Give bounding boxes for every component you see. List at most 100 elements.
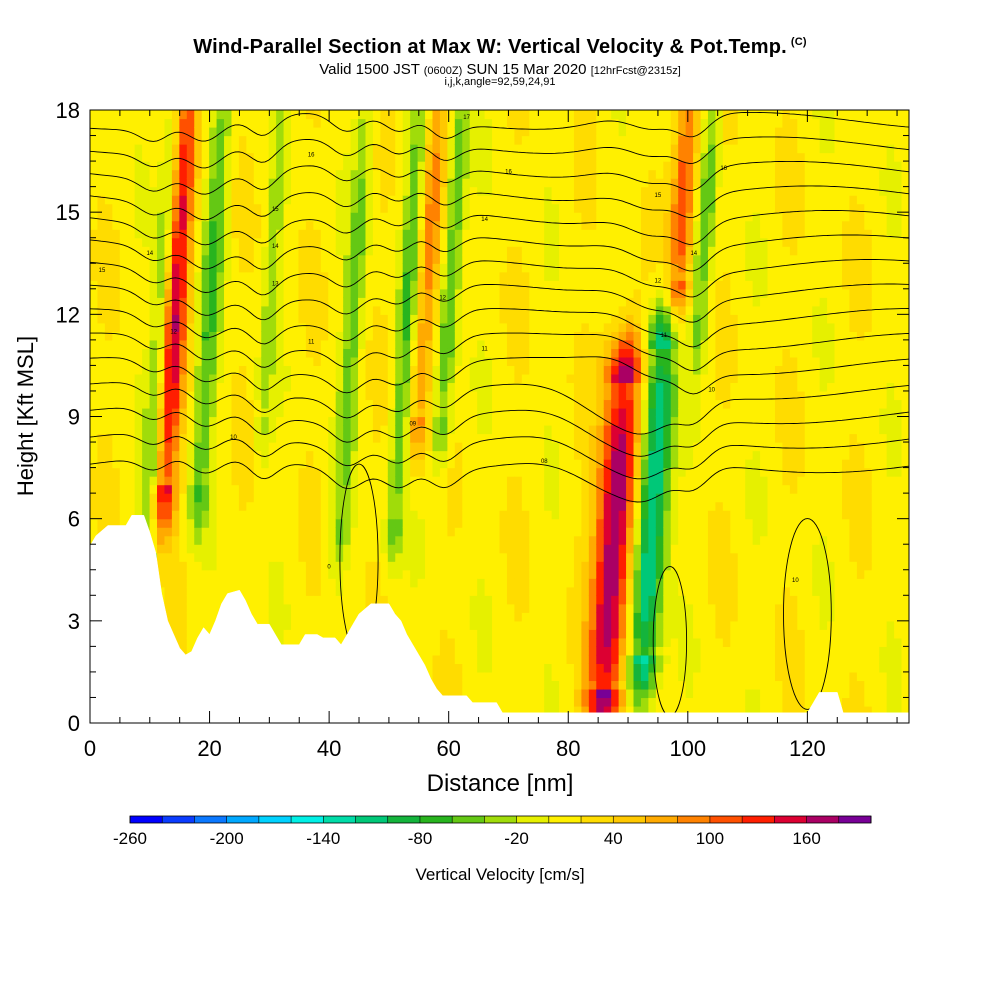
velocity-cell: [276, 578, 285, 588]
velocity-cell: [425, 493, 434, 503]
velocity-cell: [588, 569, 597, 579]
velocity-cell: [305, 629, 314, 639]
velocity-cell: [462, 612, 471, 622]
velocity-cell: [566, 186, 575, 196]
velocity-cell: [402, 169, 411, 179]
velocity-cell: [581, 331, 590, 341]
velocity-cell: [328, 569, 337, 579]
velocity-cell: [372, 578, 381, 588]
velocity-cell: [119, 314, 128, 324]
velocity-cell: [276, 527, 285, 537]
velocity-cell: [395, 356, 404, 367]
velocity-cell: [387, 220, 396, 230]
velocity-cell: [291, 178, 300, 188]
velocity-cell: [596, 229, 605, 239]
velocity-cell: [492, 237, 501, 247]
velocity-cell: [454, 476, 463, 486]
velocity-cell: [119, 339, 128, 349]
velocity-cell: [157, 144, 166, 154]
velocity-cell: [588, 561, 597, 571]
velocity-cell: [97, 263, 106, 273]
velocity-cell: [395, 203, 404, 213]
velocity-cell: [372, 178, 381, 188]
velocity-cell: [224, 186, 233, 196]
velocity-cell: [305, 493, 314, 503]
velocity-cell: [544, 152, 553, 162]
velocity-cell: [499, 603, 508, 613]
velocity-cell: [328, 237, 337, 247]
velocity-cell: [536, 612, 545, 622]
velocity-cell: [261, 271, 270, 281]
velocity-cell: [551, 237, 560, 247]
velocity-cell: [573, 297, 582, 307]
velocity-cell: [551, 595, 560, 605]
velocity-cell: [224, 382, 233, 392]
velocity-cell: [551, 331, 560, 341]
velocity-cell: [313, 110, 322, 120]
velocity-cell: [283, 603, 292, 613]
velocity-cell: [238, 220, 247, 230]
velocity-cell: [194, 578, 203, 588]
velocity-cell: [343, 586, 352, 596]
velocity-cell: [238, 433, 247, 443]
velocity-cell: [581, 535, 590, 545]
velocity-cell: [268, 603, 277, 613]
velocity-cell: [402, 246, 411, 256]
velocity-cell: [588, 501, 597, 511]
velocity-cell: [186, 339, 195, 349]
velocity-cell: [544, 322, 553, 332]
velocity-cell: [380, 186, 389, 196]
velocity-cell: [171, 305, 180, 315]
velocity-cell: [268, 280, 277, 290]
velocity-cell: [484, 425, 493, 435]
velocity-cell: [201, 152, 210, 162]
velocity-cell: [529, 186, 538, 196]
velocity-cell: [559, 246, 568, 256]
velocity-cell: [298, 578, 307, 588]
velocity-cell: [477, 373, 486, 384]
velocity-cell: [521, 348, 530, 358]
velocity-cell: [194, 237, 203, 247]
velocity-cell: [536, 535, 545, 545]
velocity-cell: [559, 407, 568, 418]
velocity-cell: [559, 459, 568, 469]
velocity-cell: [387, 459, 396, 469]
velocity-cell: [417, 527, 426, 537]
velocity-cell: [566, 195, 575, 205]
velocity-cell: [529, 161, 538, 171]
velocity-cell: [499, 203, 508, 213]
velocity-cell: [164, 203, 173, 213]
velocity-cell: [335, 356, 344, 367]
velocity-cell: [380, 331, 389, 341]
velocity-cell: [432, 612, 441, 622]
velocity-cell: [477, 603, 486, 613]
velocity-cell: [514, 178, 523, 188]
velocity-cell: [291, 356, 300, 367]
velocity-cell: [134, 407, 143, 418]
velocity-cell: [425, 348, 434, 358]
velocity-cell: [358, 161, 367, 171]
velocity-cell: [566, 118, 575, 128]
velocity-cell: [477, 203, 486, 213]
velocity-cell: [492, 314, 501, 324]
velocity-cell: [231, 467, 240, 477]
velocity-cell: [201, 382, 210, 392]
velocity-cell: [358, 501, 367, 511]
velocity-cell: [305, 152, 314, 162]
velocity-cell: [112, 220, 121, 230]
velocity-cell: [358, 561, 367, 571]
velocity-cell: [566, 552, 575, 562]
velocity-cell: [201, 620, 210, 630]
velocity-cell: [298, 501, 307, 511]
velocity-cell: [157, 467, 166, 477]
velocity-cell: [447, 178, 456, 188]
velocity-cell: [551, 629, 560, 639]
velocity-cell: [164, 510, 173, 520]
velocity-cell: [283, 144, 292, 154]
velocity-cell: [514, 135, 523, 145]
velocity-cell: [365, 433, 374, 443]
velocity-cell: [216, 297, 225, 307]
velocity-cell: [305, 535, 314, 545]
velocity-cell: [387, 382, 396, 392]
velocity-cell: [492, 322, 501, 332]
